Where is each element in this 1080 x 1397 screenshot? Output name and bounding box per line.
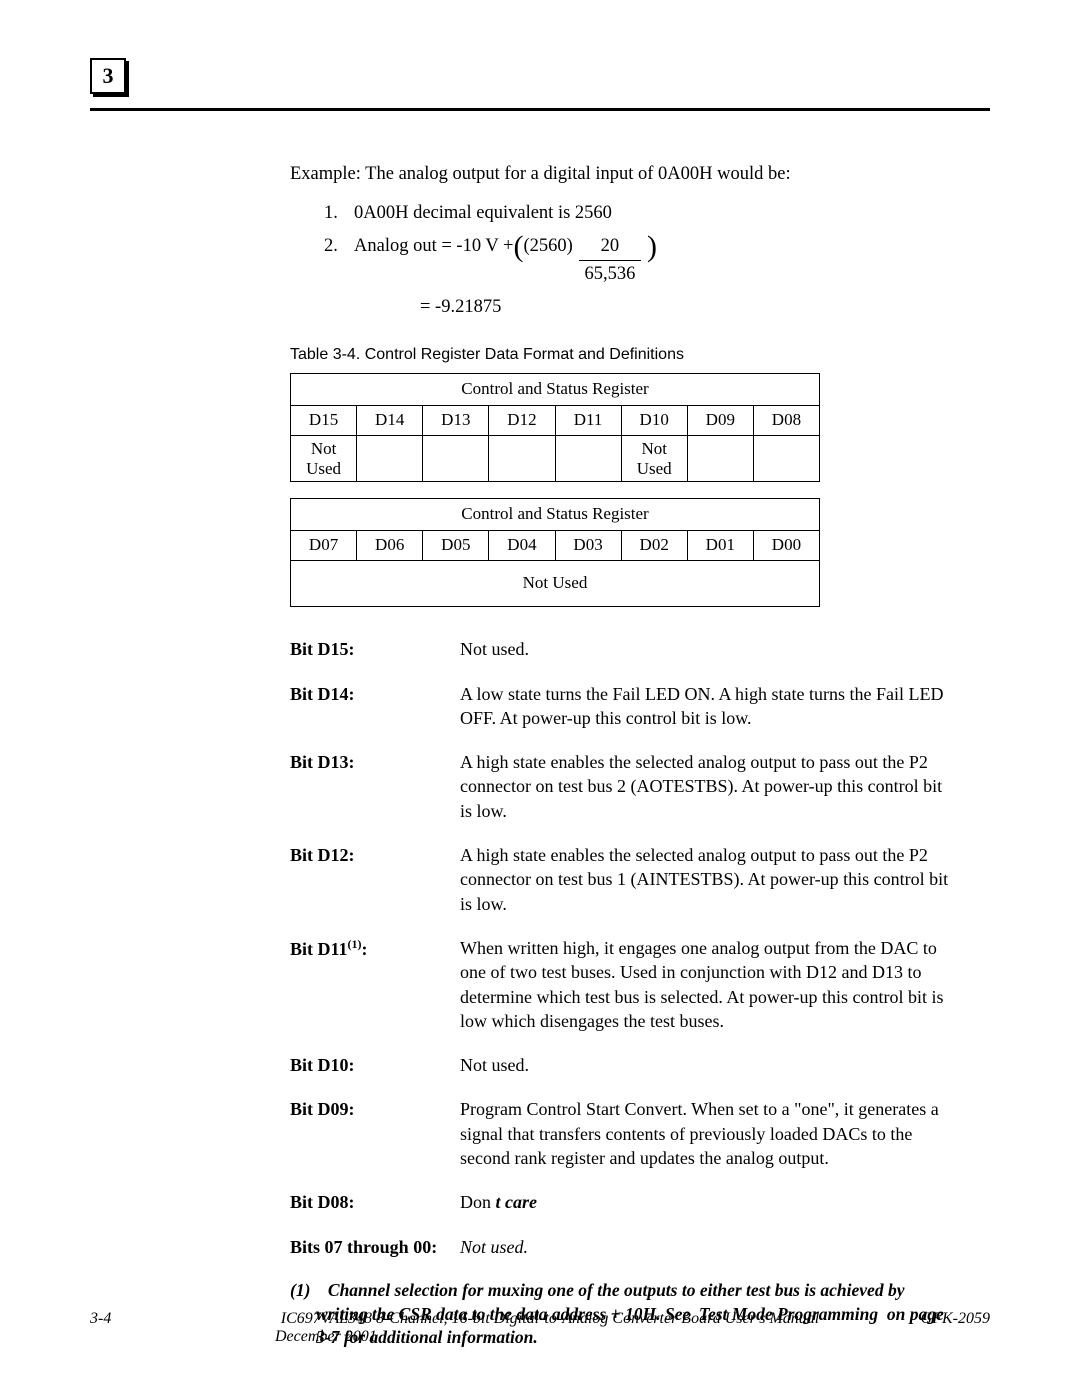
def-row: Bit D10: Not used.	[290, 1053, 950, 1077]
def-label: Bits 07 through 00:	[290, 1235, 460, 1259]
chapter-number-box: 3	[90, 58, 126, 94]
formula-mult: (2560)	[523, 234, 572, 259]
def-label-text: Bit D11	[290, 939, 348, 959]
bit-header: D01	[687, 531, 753, 561]
def-row: Bit D12: A high state enables the select…	[290, 843, 950, 916]
bit-value	[753, 436, 819, 482]
list-item: 2. Analog out = -10 V + ( (2560) 20 65,5…	[324, 234, 960, 287]
def-row: Bits 07 through 00: Not used.	[290, 1235, 950, 1259]
bit-header: D06	[357, 531, 423, 561]
bit-header: D12	[489, 406, 555, 436]
list-number: 2.	[324, 234, 354, 287]
bit-header: D14	[357, 406, 423, 436]
def-row: Bit D15: Not used.	[290, 637, 950, 661]
def-body: Not used.	[460, 1053, 950, 1077]
bit-header: D03	[555, 531, 621, 561]
list-item: 1. 0A00H decimal equivalent is 2560	[324, 201, 960, 226]
bit-value	[423, 436, 489, 482]
bit-header: D09	[687, 406, 753, 436]
footer-title: IC697VAL348 8-Channel, 16-bit Digital-to…	[270, 1310, 830, 1328]
chapter-number: 3	[103, 63, 114, 89]
bit-header: D05	[423, 531, 489, 561]
bit-value	[357, 436, 423, 482]
def-label: Bit D10:	[290, 1053, 460, 1077]
bit-header: D02	[621, 531, 687, 561]
def-row: Bit D08: Don t care	[290, 1190, 950, 1214]
bit-header: D10	[621, 406, 687, 436]
def-body: Not used.	[460, 637, 950, 661]
bit-value: NotUsed	[621, 436, 687, 482]
def-label-tail: :	[362, 939, 368, 959]
def-label: Bit D15:	[290, 637, 460, 661]
bit-value: NotUsed	[291, 436, 357, 482]
fraction-top: 20	[579, 234, 641, 261]
bit-header: D13	[423, 406, 489, 436]
list-body: 0A00H decimal equivalent is 2560	[354, 201, 960, 226]
def-body: Don t care	[460, 1190, 950, 1214]
example-list: 1. 0A00H decimal equivalent is 2560 2. A…	[290, 201, 960, 287]
footer-doc-code: GFK-2059	[921, 1310, 990, 1328]
fraction-bottom: 65,536	[584, 261, 635, 287]
def-label: Bit D13:	[290, 750, 460, 823]
def-label: Bit D11(1):	[290, 936, 460, 1033]
close-paren: )	[647, 236, 657, 258]
formula-result: = -9.21875	[290, 295, 960, 320]
header-rule	[90, 108, 990, 111]
bit-value	[489, 436, 555, 482]
bit-header: D15	[291, 406, 357, 436]
bit-header: D11	[555, 406, 621, 436]
def-label: Bit D12:	[290, 843, 460, 916]
table-title: Control and Status Register	[291, 499, 820, 531]
fraction: 20 65,536	[579, 234, 641, 287]
footer-date: December 2001	[275, 1328, 377, 1346]
def-body-italic: t care	[496, 1192, 537, 1212]
bit-header: D08	[753, 406, 819, 436]
def-body: A high state enables the selected analog…	[460, 843, 950, 916]
def-body: When written high, it engages one analog…	[460, 936, 950, 1033]
example-intro: Example: The analog output for a digital…	[290, 162, 960, 187]
def-body: Not used.	[460, 1235, 950, 1259]
bit-value	[687, 436, 753, 482]
table-caption: Table 3-4. Control Register Data Format …	[290, 344, 960, 366]
def-row: Bit D09: Program Control Start Convert. …	[290, 1097, 950, 1170]
bit-header: D04	[489, 531, 555, 561]
fraction-top-value: 20	[601, 236, 620, 256]
list-body: Analog out = -10 V + ( (2560) 20 65,536 …	[354, 234, 960, 287]
register-table-high: Control and Status Register D15 D14 D13 …	[290, 373, 820, 482]
def-label: Bit D09:	[290, 1097, 460, 1170]
bit-header: D00	[753, 531, 819, 561]
formula-prefix: Analog out = -10 V +	[354, 234, 513, 259]
formula: Analog out = -10 V + ( (2560) 20 65,536 …	[354, 234, 960, 287]
def-body-prefix: Don	[460, 1192, 491, 1212]
def-label: Bit D08:	[290, 1190, 460, 1214]
def-body: A low state turns the Fail LED ON. A hig…	[460, 682, 950, 731]
def-row: Bit D11(1): When written high, it engage…	[290, 936, 950, 1033]
open-paren: (	[513, 236, 523, 258]
bit-value-row: Not Used	[291, 561, 820, 607]
def-label-sup: (1)	[348, 937, 362, 951]
def-row: Bit D13: A high state enables the select…	[290, 750, 950, 823]
list-number: 1.	[324, 201, 354, 226]
footer-page-number: 3-4	[90, 1310, 111, 1328]
def-body: Program Control Start Convert. When set …	[460, 1097, 950, 1170]
register-table-low: Control and Status Register D07 D06 D05 …	[290, 498, 820, 607]
table-title: Control and Status Register	[291, 374, 820, 406]
def-body: A high state enables the selected analog…	[460, 750, 950, 823]
bit-header: D07	[291, 531, 357, 561]
def-row: Bit D14: A low state turns the Fail LED …	[290, 682, 950, 731]
bit-definitions: Bit D15: Not used. Bit D14: A low state …	[290, 637, 950, 1259]
bit-value	[555, 436, 621, 482]
def-label: Bit D14:	[290, 682, 460, 731]
main-content: Example: The analog output for a digital…	[290, 162, 960, 1350]
